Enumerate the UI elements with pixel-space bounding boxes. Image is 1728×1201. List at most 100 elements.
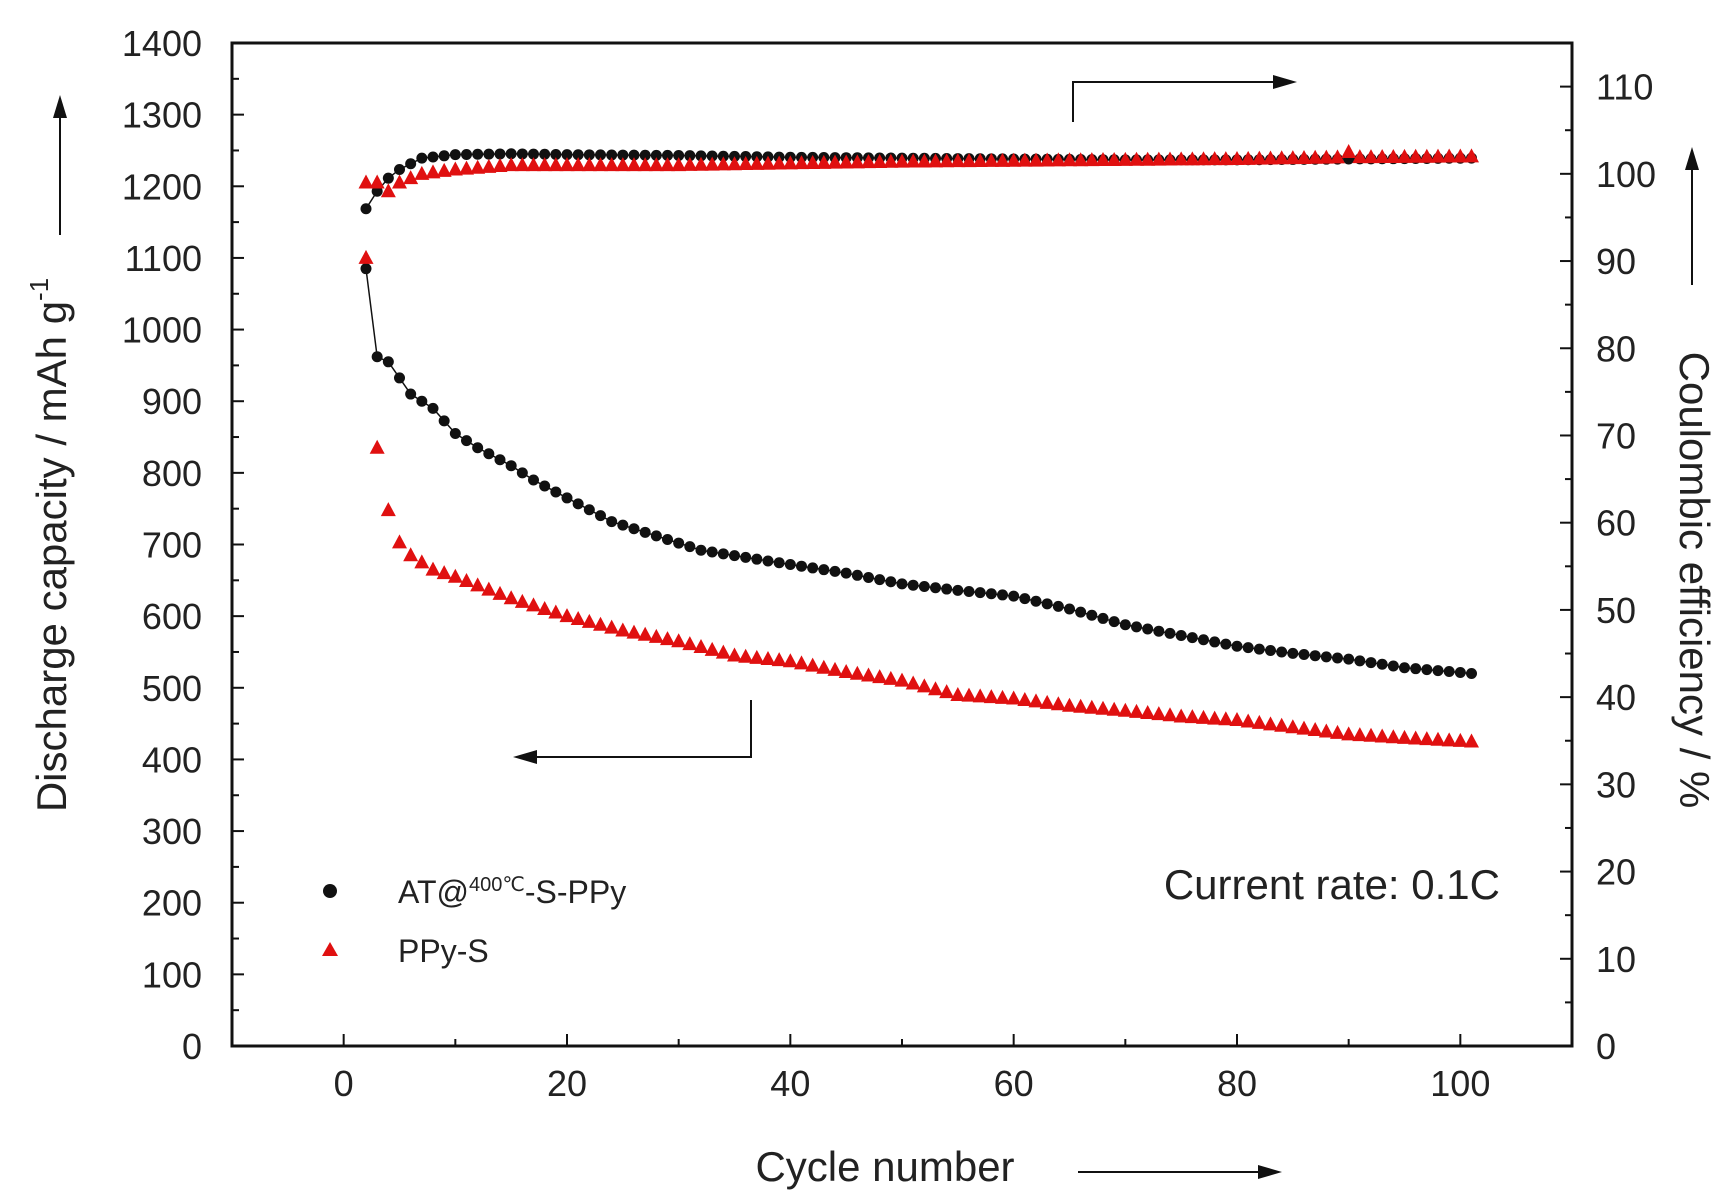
efficiency-ppy-s-point	[805, 155, 821, 170]
efficiency-at-s-ppy-point	[606, 149, 618, 161]
efficiency-at-s-ppy-point	[695, 150, 707, 162]
efficiency-ppy-s-point	[1251, 150, 1267, 165]
efficiency-ppy-s-point	[1229, 150, 1245, 165]
efficiency-ppy-s-point	[883, 153, 899, 168]
x-tick-label: 80	[1217, 1063, 1257, 1104]
efficiency-at-s-ppy-point	[617, 149, 629, 161]
capacity-at-s-ppy-point	[1298, 649, 1310, 661]
capacity-at-s-ppy-point	[617, 519, 629, 531]
capacity-ppy-s-point	[1129, 703, 1144, 718]
efficiency-at-s-ppy-point	[505, 148, 517, 160]
efficiency-ppy-s-point	[1397, 148, 1412, 163]
capacity-at-s-ppy-point	[483, 448, 495, 460]
capacity-at-s-ppy-point	[371, 351, 383, 363]
efficiency-ppy-s-point	[939, 153, 955, 168]
capacity-ppy-s-point	[1095, 700, 1111, 715]
efficiency-ppy-s-point	[1173, 151, 1189, 166]
capacity-ppy-s-point	[1117, 702, 1133, 717]
efficiency-at-s-ppy-point	[639, 149, 651, 161]
capacity-at-s-ppy-point	[639, 526, 651, 538]
y-tick-label: 300	[142, 811, 202, 852]
efficiency-ppy-s-point	[604, 157, 620, 172]
y2-tick-label: 100	[1596, 154, 1656, 195]
efficiency-ppy-s-point	[727, 156, 742, 171]
efficiency-ppy-s-point	[392, 174, 407, 189]
efficiency-ppy-s-point	[1218, 151, 1234, 166]
efficiency-at-s-ppy-point	[673, 150, 685, 162]
capacity-ppy-s-point	[961, 687, 977, 702]
capacity-at-s-ppy-point	[1466, 667, 1477, 679]
series-layer	[358, 144, 1479, 748]
capacity-ppy-s-point	[503, 590, 519, 605]
efficiency-at-s-ppy-point	[472, 148, 484, 160]
y2-tick-label: 90	[1596, 241, 1636, 282]
capacity-at-s-ppy-point	[930, 582, 941, 594]
capacity-at-s-ppy-point	[1443, 666, 1455, 678]
efficiency-ppy-s-point	[995, 152, 1010, 167]
capacity-at-s-ppy-point	[382, 356, 394, 368]
capacity-ppy-s-point	[1352, 727, 1368, 742]
y2-tick-label: 20	[1596, 852, 1636, 893]
y-tick-label: 200	[142, 883, 202, 924]
x-tick-label: 0	[334, 1063, 354, 1104]
capacity-ppy-s-point	[514, 593, 530, 608]
capacity-at-s-ppy-point	[729, 550, 740, 562]
capacity-at-s-ppy-point	[1164, 627, 1176, 639]
capacity-at-s-ppy-point	[461, 435, 472, 447]
efficiency-ppy-s-point	[1106, 151, 1122, 166]
capacity-at-s-ppy-point	[1387, 660, 1399, 672]
capacity-ppy-s-point	[660, 631, 675, 646]
y2-tick-label: 30	[1596, 764, 1636, 805]
y2-tick-label: 10	[1596, 939, 1636, 980]
capacity-at-s-ppy-point	[1231, 640, 1243, 652]
capacity-ppy-s-point	[459, 573, 474, 588]
capacity-ppy-s-point	[548, 604, 564, 619]
capacity-at-s-ppy-point	[449, 427, 461, 439]
capacity-at-s-ppy-point	[628, 523, 640, 535]
capacity-ppy-s-point	[1006, 690, 1022, 705]
capacity-at-s-ppy-point	[1064, 603, 1075, 615]
efficiency-ppy-s-point	[581, 157, 597, 172]
capacity-ppy-s-point	[1073, 698, 1089, 713]
efficiency-at-s-ppy-point	[583, 149, 595, 161]
y-tick-label: 600	[142, 596, 202, 637]
y2-tick-label: 0	[1596, 1026, 1616, 1067]
capacity-ppy-s-point	[1196, 709, 1211, 724]
legend: AT@400℃-S-PPy PPy-S	[322, 874, 626, 969]
capacity-ppy-s-point	[604, 619, 620, 634]
current-rate-annotation: Current rate: 0.1C	[1164, 861, 1500, 908]
capacity-at-s-ppy-point	[1399, 662, 1410, 674]
capacity-at-s-ppy-point	[1097, 612, 1109, 624]
capacity-ppy-s-point	[425, 561, 441, 576]
efficiency-at-s-ppy-point	[539, 148, 551, 160]
capacity-at-s-ppy-point	[1108, 616, 1120, 628]
efficiency-at-s-ppy-point	[449, 149, 461, 161]
efficiency-ppy-s-point	[660, 157, 675, 172]
capacity-ppy-s-point	[526, 597, 541, 612]
capacity-at-s-ppy-point	[740, 551, 752, 563]
y-axis-title-sup: -1	[24, 278, 54, 301]
efficiency-at-s-ppy-point	[483, 148, 495, 160]
y-axis-direction-arrow	[53, 95, 67, 235]
capacity-ppy-s-point	[816, 659, 832, 674]
y2-axis-title: Coulombic efficiency / %	[1671, 352, 1718, 809]
capacity-at-s-ppy-point	[427, 402, 439, 414]
x-tick-label: 100	[1430, 1063, 1490, 1104]
capacity-at-s-ppy-point	[1041, 598, 1053, 610]
efficiency-ppy-s-point	[1084, 152, 1100, 167]
capacity-ppy-s-point	[1140, 705, 1156, 720]
efficiency-ppy-s-point	[414, 165, 430, 180]
efficiency-at-s-ppy-point	[684, 150, 696, 162]
capacity-at-s-ppy-point	[494, 454, 506, 466]
efficiency-ppy-s-point	[749, 155, 765, 170]
efficiency-ppy-s-point	[950, 153, 966, 168]
capacity-ppy-s-point	[648, 628, 664, 643]
y2-tick-label: 80	[1596, 328, 1636, 369]
capacity-at-s-ppy-point	[963, 585, 975, 597]
capacity-ppy-s-point	[749, 649, 765, 664]
capacity-ppy-s-point	[905, 675, 921, 690]
efficiency-at-s-ppy-point	[438, 150, 450, 162]
efficiency-ppy-s-point	[548, 157, 564, 172]
capacity-ppy-s-point	[715, 644, 731, 659]
capacity-at-s-ppy-point	[1253, 643, 1265, 655]
